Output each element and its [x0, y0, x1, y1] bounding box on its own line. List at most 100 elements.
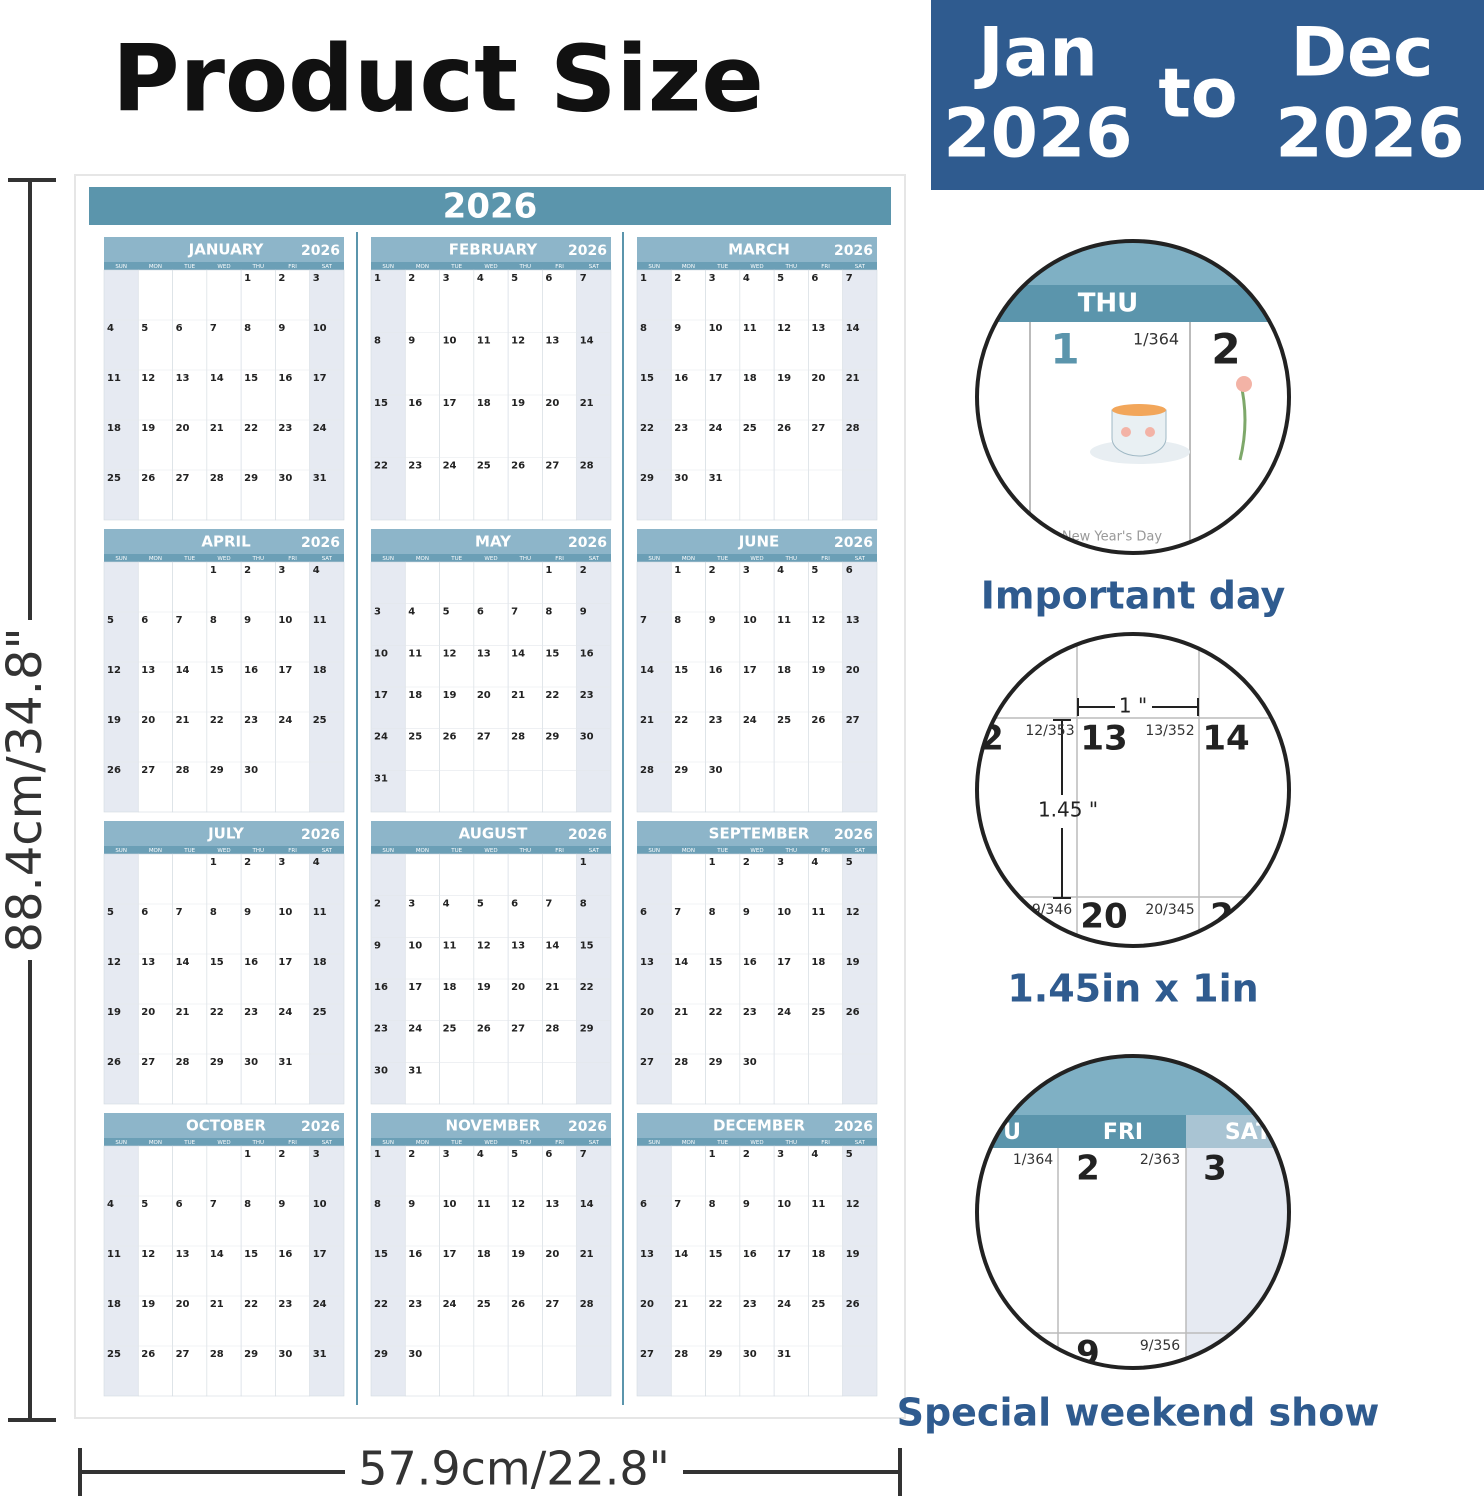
day-number: 9 [244, 615, 251, 626]
day-number: 22 [640, 423, 654, 434]
day-number: 7 [580, 1149, 587, 1160]
day-number: 17 [313, 1249, 327, 1260]
cell-day: 20 [1080, 897, 1127, 937]
day-number: 6 [141, 907, 148, 918]
day-number: 27 [545, 1299, 559, 1310]
weekday-strip [371, 846, 611, 854]
day-number: 27 [545, 461, 559, 472]
weekday-strip [637, 846, 877, 854]
day-number: 20 [640, 1007, 654, 1018]
day-number: 23 [743, 1007, 757, 1018]
day-number: 30 [580, 732, 594, 743]
day-number: 29 [210, 1057, 224, 1068]
day-number: 16 [580, 648, 594, 659]
day-column [705, 561, 741, 813]
day-number: 10 [278, 615, 292, 626]
month-header [371, 821, 611, 846]
day-number: 26 [107, 1057, 121, 1068]
weekday-label: THU [252, 1140, 265, 1146]
day-number: 14 [674, 957, 688, 968]
day-number: 14 [176, 665, 190, 676]
day-number: 28 [210, 1349, 224, 1360]
day-number: 24 [408, 1024, 422, 1035]
weekday-label: TUE [183, 556, 195, 562]
month-name: APRIL [201, 533, 251, 551]
weekday-label: SAT [855, 264, 866, 270]
day-number: 19 [443, 690, 457, 701]
day-number: 3 [313, 1149, 320, 1160]
day-number: 17 [313, 373, 327, 384]
month-name: OCTOBER [186, 1117, 266, 1135]
banner-to: to [1158, 55, 1237, 134]
day-number: 8 [580, 899, 587, 910]
day-number: 20 [811, 373, 825, 384]
weekday-label: SUN [382, 1140, 394, 1146]
day-number: 30 [709, 765, 723, 776]
day-number: 30 [244, 765, 258, 776]
day-number: 28 [580, 1299, 594, 1310]
day-number: 9 [408, 1199, 415, 1210]
day-number: 10 [777, 1199, 791, 1210]
month-name: FEBRUARY [449, 241, 539, 259]
day-number: 24 [313, 423, 327, 434]
day-column [808, 853, 844, 1105]
day-number: 8 [374, 336, 381, 347]
day-column [103, 269, 139, 521]
day-number: 13 [640, 1249, 654, 1260]
weekday-label: TUE [716, 848, 728, 854]
day-number: 4 [477, 1149, 484, 1160]
cell-day-of-year: 9/356 [1140, 1338, 1180, 1354]
weekday-label: TUE [450, 264, 462, 270]
cell-day: 3 [1203, 1149, 1227, 1189]
weekday-label: WED [750, 556, 763, 562]
month-year: 2026 [834, 243, 873, 259]
day-number: 24 [278, 715, 292, 726]
day-number: 22 [210, 715, 224, 726]
day-number: 4 [811, 857, 818, 868]
day-number: 2 [743, 1149, 750, 1160]
weekday-label: MON [149, 556, 162, 562]
day-number: 27 [176, 1349, 190, 1360]
day-number: 18 [443, 982, 457, 993]
day-number: 18 [811, 957, 825, 968]
day-number: 20 [640, 1299, 654, 1310]
day-number: 21 [640, 715, 654, 726]
day-column [636, 853, 672, 1105]
day-number: 16 [408, 398, 422, 409]
day-number: 16 [743, 957, 757, 968]
weekend-day: SAT [1225, 1120, 1271, 1145]
day-number: 27 [846, 715, 860, 726]
weekday-label: TUE [450, 848, 462, 854]
day-number: 12 [107, 665, 121, 676]
day-number: 22 [374, 461, 388, 472]
day-number: 1 [709, 1149, 716, 1160]
day-number: 11 [107, 1249, 121, 1260]
day-number: 3 [743, 565, 750, 576]
day-number: 2 [278, 1149, 285, 1160]
day-number: 1 [545, 565, 552, 576]
cell-day-of-year: 2/363 [1140, 1152, 1180, 1168]
weekday-label: SUN [648, 848, 660, 854]
day-number: 9 [674, 323, 681, 334]
month-header [104, 821, 344, 846]
day-number: 29 [545, 732, 559, 743]
day-number: 7 [511, 607, 518, 618]
day-column [739, 269, 775, 521]
day-number: 20 [176, 423, 190, 434]
day-number: 14 [545, 940, 559, 951]
day-number: 15 [709, 1249, 723, 1260]
weekday-label: FRI [821, 1140, 830, 1146]
day-number: 6 [477, 607, 484, 618]
day-number: 16 [278, 373, 292, 384]
day-number: 27 [141, 765, 155, 776]
day-number: 15 [210, 665, 224, 676]
cell-day: 14 [1202, 719, 1249, 759]
day-number: 17 [278, 665, 292, 676]
day-number: 28 [640, 765, 654, 776]
day-number: 11 [743, 323, 757, 334]
day-number: 13 [640, 957, 654, 968]
weekday-label: THU [519, 264, 532, 270]
month-header [637, 237, 877, 262]
day-number: 9 [278, 1199, 285, 1210]
day-number: 8 [210, 907, 217, 918]
